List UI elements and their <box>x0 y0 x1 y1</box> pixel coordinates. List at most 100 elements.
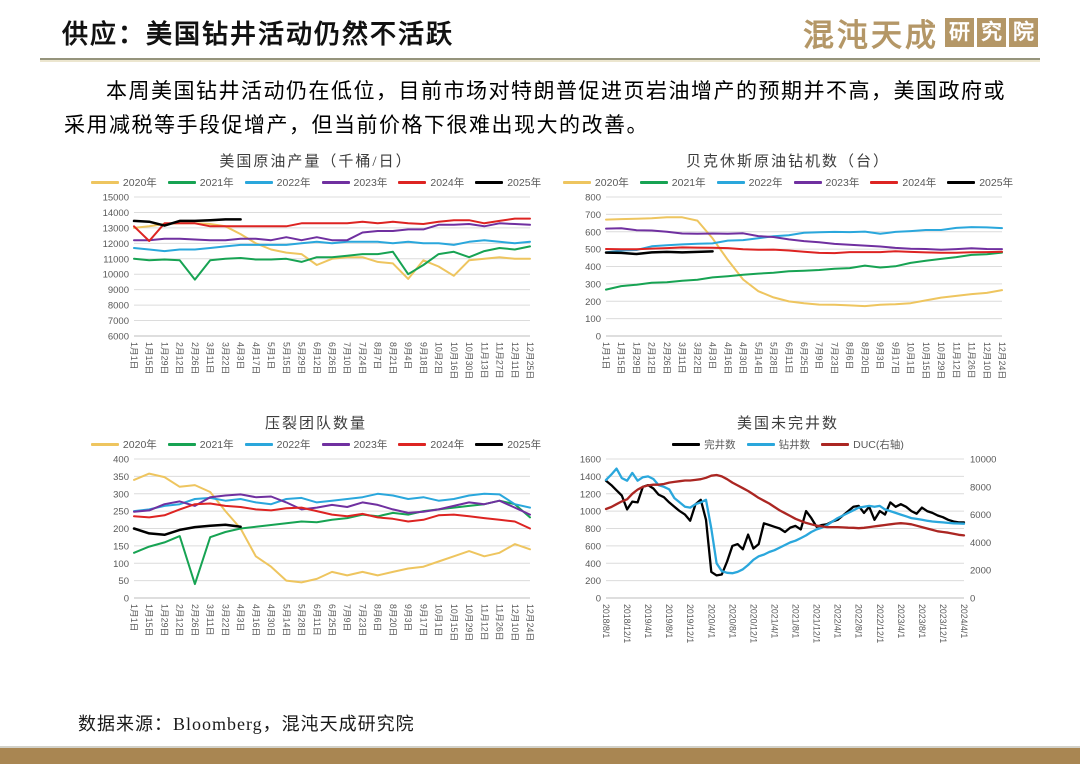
svg-text:4月16日: 4月16日 <box>723 342 733 374</box>
x-axis-labels: 1月1日 1月15日 1月29日 2月12日 2月26日 3月11日 3月22日 4月3日 4月… <box>129 342 535 379</box>
svg-text:4月17日: 4月17日 <box>251 342 261 374</box>
svg-text:2021/12/1: 2021/12/1 <box>812 604 822 643</box>
svg-text:7月9日: 7月9日 <box>342 604 352 631</box>
svg-text:5月14日: 5月14日 <box>281 604 291 636</box>
svg-text:0: 0 <box>970 594 975 605</box>
bottom-accent-bar <box>0 746 1080 764</box>
legend-item: 2020年 <box>562 175 629 190</box>
legend-label: 钻井数 <box>778 438 811 451</box>
svg-text:8000: 8000 <box>108 301 129 312</box>
svg-text:8000: 8000 <box>970 482 991 493</box>
legend-swatch <box>475 180 504 184</box>
svg-text:10月16日: 10月16日 <box>449 342 459 379</box>
brand-logo-badge-char: 院 <box>1009 18 1038 47</box>
svg-text:3月22日: 3月22日 <box>692 342 702 374</box>
svg-text:2020/8/1: 2020/8/1 <box>727 604 737 638</box>
svg-text:1月1日: 1月1日 <box>129 342 139 369</box>
svg-text:1月1日: 1月1日 <box>601 342 611 369</box>
legend-item: 钻井数 <box>746 437 811 452</box>
legend-label: 2022年 <box>748 176 783 189</box>
svg-text:2021/4/1: 2021/4/1 <box>769 604 779 638</box>
svg-text:5月14日: 5月14日 <box>753 342 763 374</box>
legend-item: 2024年 <box>870 175 936 190</box>
svg-text:2020/12/1: 2020/12/1 <box>748 604 758 643</box>
legend-item: 2023年 <box>321 437 387 452</box>
svg-text:10月2日: 10月2日 <box>434 342 444 374</box>
chart-legend: 2020年 2021年 2022年 2023年 2024年 2025年 <box>90 174 542 190</box>
legend-item: 完井数 <box>672 437 736 452</box>
svg-text:8月20日: 8月20日 <box>860 342 870 374</box>
legend-swatch <box>244 442 273 446</box>
legend-swatch <box>716 180 745 184</box>
series-2025年 <box>604 250 714 256</box>
svg-text:12000: 12000 <box>103 239 129 250</box>
legend-swatch <box>746 442 775 446</box>
svg-text:11月12日: 11月12日 <box>479 604 489 641</box>
svg-text:7月23日: 7月23日 <box>357 604 367 636</box>
chart-title: 压裂团队数量 <box>264 416 367 432</box>
svg-text:2月12日: 2月12日 <box>647 342 657 374</box>
svg-text:4月30日: 4月30日 <box>738 342 748 374</box>
svg-text:8月21日: 8月21日 <box>388 342 398 374</box>
brand-logo-badge: 研 究 院 <box>945 18 1038 47</box>
svg-text:10月15日: 10月15日 <box>921 342 931 379</box>
svg-text:14000: 14000 <box>103 208 129 219</box>
series-2021年 <box>133 245 531 281</box>
legend-swatch <box>90 442 119 446</box>
series-2025年 <box>132 218 242 227</box>
page-title: 供应：美国钻井活动仍然不活跃 <box>62 20 455 49</box>
svg-text:7000: 7000 <box>108 316 129 327</box>
svg-text:8月6日: 8月6日 <box>845 342 855 369</box>
svg-text:4月3日: 4月3日 <box>708 342 718 369</box>
svg-text:300: 300 <box>585 279 601 290</box>
chart-plot: 0 100 200 300 400 500 600 700 800 1月1日 1月15日 1月29日 2… <box>585 193 1007 380</box>
legend-item: 2025年 <box>475 437 541 452</box>
svg-text:400: 400 <box>585 559 601 570</box>
svg-text:2月12日: 2月12日 <box>175 342 185 374</box>
svg-text:1400: 1400 <box>580 472 601 483</box>
right-y-axis-labels: 0 2000 4000 6000 8000 10000 <box>970 455 996 605</box>
header-divider <box>40 58 1040 60</box>
svg-text:200: 200 <box>585 297 601 308</box>
svg-text:100: 100 <box>585 314 601 325</box>
svg-text:6000: 6000 <box>108 332 129 343</box>
svg-text:1000: 1000 <box>580 507 601 518</box>
svg-text:5月15日: 5月15日 <box>281 342 291 374</box>
legend-label: 2025年 <box>507 176 542 189</box>
svg-text:800: 800 <box>585 524 601 535</box>
legend-label: 2024年 <box>430 176 465 189</box>
svg-text:1月15日: 1月15日 <box>616 342 626 374</box>
svg-text:11月26日: 11月26日 <box>967 342 977 379</box>
svg-text:1月29日: 1月29日 <box>159 342 169 374</box>
svg-text:9月3日: 9月3日 <box>403 604 413 631</box>
svg-text:800: 800 <box>585 193 601 204</box>
legend-swatch <box>672 442 701 446</box>
svg-text:2023/12/1: 2023/12/1 <box>938 604 948 643</box>
brand-logo-badge-char: 研 <box>945 18 974 47</box>
svg-text:1月15日: 1月15日 <box>144 342 154 374</box>
legend-swatch <box>639 180 668 184</box>
svg-text:4月3日: 4月3日 <box>236 604 246 631</box>
series-2022年 <box>605 226 1003 254</box>
svg-text:2018/8/1: 2018/8/1 <box>601 604 611 638</box>
series-2024年 <box>133 502 531 530</box>
legend-item: 2022年 <box>716 175 783 190</box>
svg-text:3月11日: 3月11日 <box>205 342 215 374</box>
x-axis-labels: 2018/8/1 2018/12/1 2019/4/1 2019/8/1 2019/12… <box>601 604 969 643</box>
data-source: 数据来源：Bloomberg，混沌天成研究院 <box>78 714 415 734</box>
svg-text:9月3日: 9月3日 <box>875 342 885 369</box>
legend-item: 2023年 <box>793 175 859 190</box>
legend-label: 2020年 <box>122 176 157 189</box>
svg-text:12月24日: 12月24日 <box>997 342 1007 379</box>
svg-text:10月29日: 10月29日 <box>936 342 946 379</box>
svg-text:8月6日: 8月6日 <box>373 604 383 631</box>
svg-text:12月25日: 12月25日 <box>525 342 535 379</box>
svg-text:1600: 1600 <box>580 455 601 466</box>
svg-text:1月29日: 1月29日 <box>631 342 641 374</box>
svg-text:11000: 11000 <box>103 254 129 265</box>
svg-text:2023/4/1: 2023/4/1 <box>896 604 906 638</box>
legend-swatch <box>947 180 976 184</box>
svg-text:2024/4/1: 2024/4/1 <box>959 604 969 638</box>
svg-text:2023/8/1: 2023/8/1 <box>917 604 927 638</box>
legend-label: 完井数 <box>704 438 736 451</box>
